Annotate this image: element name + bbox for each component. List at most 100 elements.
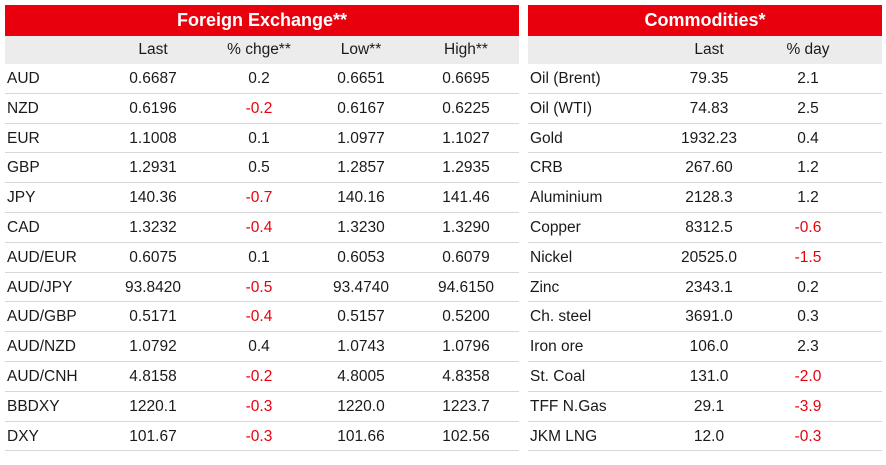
fx-high-cell: 4.8358 bbox=[442, 367, 490, 385]
fx-currency-cell: AUD/JPY bbox=[7, 278, 73, 296]
fx-currency-cell: CAD bbox=[7, 218, 40, 236]
fx-table-row: AUD/NZD 1.0792 0.4 1.0743 1.0796 bbox=[5, 332, 519, 362]
commodity-day-change-cell: -1.5 bbox=[794, 248, 822, 266]
commodities-table-row: CRB 267.60 1.2 bbox=[528, 153, 882, 184]
fx-high-cell: 0.6079 bbox=[442, 248, 490, 266]
commodities-table-row: Oil (WTI) 74.83 2.5 bbox=[528, 94, 882, 124]
fx-change-cell: -0.3 bbox=[245, 397, 273, 415]
fx-title: Foreign Exchange** bbox=[5, 5, 519, 36]
commodity-name-cell: CRB bbox=[530, 159, 563, 177]
fx-table-row: DXY 101.67 -0.3 101.66 102.56 bbox=[5, 422, 519, 452]
fx-high-cell: 1223.7 bbox=[442, 397, 490, 415]
commodity-day-change-cell: 0.3 bbox=[797, 308, 819, 326]
commodity-last-cell: 3691.0 bbox=[685, 308, 733, 326]
fx-change-cell: 0.2 bbox=[248, 70, 270, 87]
fx-high-cell: 1.0796 bbox=[442, 338, 490, 356]
commodity-name-cell: Aluminium bbox=[530, 189, 603, 207]
commodity-name-cell: TFF N.Gas bbox=[530, 397, 607, 415]
commodities-table-row: Copper 8312.5 -0.6 bbox=[528, 213, 882, 243]
commodity-name-cell: Gold bbox=[530, 129, 563, 147]
fx-low-cell: 1.0977 bbox=[337, 129, 385, 147]
fx-header-low: Low** bbox=[340, 41, 382, 58]
commodity-last-cell: 8312.5 bbox=[685, 218, 733, 236]
fx-low-cell: 1.3230 bbox=[337, 218, 385, 236]
fx-low-cell: 4.8005 bbox=[337, 367, 385, 385]
commodities-title: Commodities* bbox=[528, 5, 882, 36]
commodity-day-change-cell: -0.3 bbox=[794, 427, 822, 445]
fx-low-cell: 1.2857 bbox=[337, 159, 385, 177]
fx-table-row: AUD/EUR 0.6075 0.1 0.6053 0.6079 bbox=[5, 243, 519, 273]
fx-last-cell: 1.3232 bbox=[129, 218, 177, 236]
fx-change-cell: 0.1 bbox=[248, 129, 270, 147]
commodity-day-change-cell: 2.1 bbox=[797, 70, 819, 87]
fx-change-cell: -0.4 bbox=[245, 218, 273, 236]
commodities-table-row: Aluminium 2128.3 1.2 bbox=[528, 183, 882, 213]
fx-table-row: NZD 0.6196 -0.2 0.6167 0.6225 bbox=[5, 94, 519, 124]
fx-low-cell: 140.16 bbox=[337, 189, 385, 207]
commodity-day-change-cell: 1.2 bbox=[797, 159, 819, 177]
commodities-table-row: Ch. steel 3691.0 0.3 bbox=[528, 302, 882, 333]
commodities-table-row: Zinc 2343.1 0.2 bbox=[528, 273, 882, 303]
fx-change-cell: 0.4 bbox=[248, 338, 270, 356]
fx-low-cell: 1.0743 bbox=[337, 338, 385, 356]
commodity-day-change-cell: 2.5 bbox=[797, 99, 819, 117]
commodities-header-row: Last % day bbox=[528, 36, 882, 64]
fx-last-cell: 0.5171 bbox=[129, 308, 177, 326]
commodity-name-cell: Oil (WTI) bbox=[530, 99, 592, 117]
fx-table-row: AUD 0.6687 0.2 0.6651 0.6695 bbox=[5, 64, 519, 94]
fx-last-cell: 1.0792 bbox=[129, 338, 177, 356]
commodity-day-change-cell: 0.2 bbox=[797, 278, 819, 296]
fx-high-cell: 0.6695 bbox=[442, 70, 490, 87]
commodities-table-body: Oil (Brent) 79.35 2.1 Oil (WTI) 74.83 2.5 Gold… bbox=[528, 64, 882, 452]
fx-header-high: High** bbox=[444, 41, 488, 58]
commodities-header-name bbox=[528, 36, 648, 64]
fx-currency-cell: AUD/EUR bbox=[7, 248, 77, 266]
commodity-last-cell: 106.0 bbox=[689, 338, 729, 356]
fx-change-cell: -0.3 bbox=[245, 427, 273, 445]
fx-change-cell: -0.7 bbox=[245, 189, 273, 207]
foreign-exchange-panel: Foreign Exchange** Last % chge** Low** H… bbox=[5, 5, 519, 452]
fx-high-cell: 94.6150 bbox=[437, 278, 495, 296]
commodities-table-row: St. Coal 131.0 -2.0 bbox=[528, 362, 882, 392]
fx-low-cell: 101.66 bbox=[337, 427, 385, 445]
commodity-name-cell: Nickel bbox=[530, 248, 573, 266]
commodities-table-row: Gold 1932.23 0.4 bbox=[528, 124, 882, 154]
fx-table-row: AUD/CNH 4.8158 -0.2 4.8005 4.8358 bbox=[5, 362, 519, 392]
commodity-last-cell: 2343.1 bbox=[685, 278, 733, 296]
commodities-table-row: Oil (Brent) 79.35 2.1 bbox=[528, 64, 882, 94]
fx-currency-cell: JPY bbox=[7, 189, 36, 207]
fx-currency-cell: AUD bbox=[7, 70, 40, 87]
commodity-day-change-cell: -2.0 bbox=[794, 367, 822, 385]
fx-low-cell: 1220.0 bbox=[337, 397, 385, 415]
commodity-name-cell: JKM LNG bbox=[530, 427, 598, 445]
fx-last-cell: 101.67 bbox=[129, 427, 177, 445]
fx-last-cell: 1220.1 bbox=[129, 397, 177, 415]
commodity-name-cell: St. Coal bbox=[530, 367, 586, 385]
fx-last-cell: 0.6687 bbox=[129, 70, 177, 87]
commodity-last-cell: 131.0 bbox=[689, 367, 729, 385]
fx-high-cell: 102.56 bbox=[442, 427, 490, 445]
fx-last-cell: 0.6196 bbox=[129, 99, 177, 117]
fx-change-cell: -0.2 bbox=[245, 99, 273, 117]
commodity-day-change-cell: 1.2 bbox=[797, 189, 819, 207]
commodities-panel: Commodities* Last % day Oil (Brent) 79.35… bbox=[528, 5, 882, 452]
fx-change-cell: -0.4 bbox=[245, 308, 273, 326]
fx-last-cell: 4.8158 bbox=[129, 367, 177, 385]
commodity-last-cell: 29.1 bbox=[693, 397, 725, 415]
commodities-table-row: Iron ore 106.0 2.3 bbox=[528, 332, 882, 362]
commodities-header-day: % day bbox=[786, 41, 830, 58]
fx-table-row: JPY 140.36 -0.7 140.16 141.46 bbox=[5, 183, 519, 213]
fx-table-row: EUR 1.1008 0.1 1.0977 1.1027 bbox=[5, 124, 519, 154]
commodity-day-change-cell: -3.9 bbox=[794, 397, 822, 415]
commodity-name-cell: Oil (Brent) bbox=[530, 70, 601, 87]
commodity-name-cell: Copper bbox=[530, 218, 581, 236]
commodity-last-cell: 2128.3 bbox=[685, 189, 733, 207]
fx-change-cell: 0.5 bbox=[248, 159, 270, 177]
fx-currency-cell: EUR bbox=[7, 129, 40, 147]
commodity-last-cell: 12.0 bbox=[693, 427, 725, 445]
fx-header-last: Last bbox=[138, 41, 168, 58]
fx-change-cell: -0.5 bbox=[245, 278, 273, 296]
fx-currency-cell: AUD/GBP bbox=[7, 308, 77, 326]
commodities-table-row: Nickel 20525.0 -1.5 bbox=[528, 243, 882, 273]
fx-currency-cell: GBP bbox=[7, 159, 40, 177]
